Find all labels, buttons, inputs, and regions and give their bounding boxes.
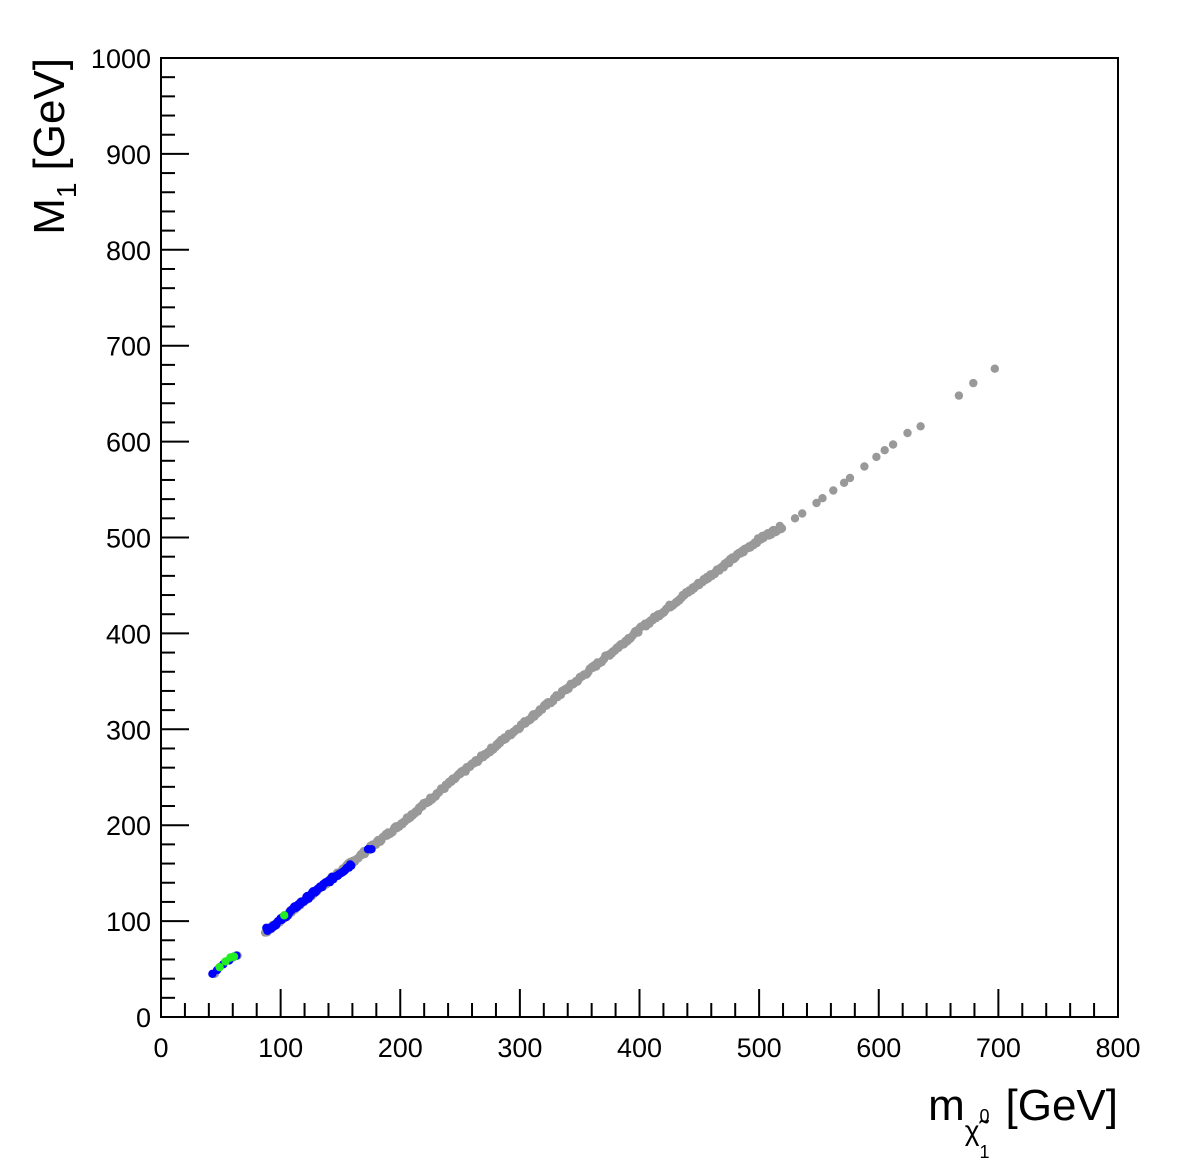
x-tick-label: 400 [617,1033,662,1063]
x-axis-title: mχ̃0 1[GeV] [928,1081,1118,1162]
y-tick-label: 300 [106,715,151,745]
y-tick-label: 600 [106,428,151,458]
axis-ticks [160,57,1119,1018]
series-1-point [880,446,889,455]
series-1-point [990,364,999,373]
y-tick-label: 200 [106,811,151,841]
x-axis-title-symbol-sup: 0 [979,1106,989,1126]
series-1-point [954,391,964,400]
tick-labels: 0 100 200 300 400 500 600 700 800 0 100 200 300 400 50… [91,44,1141,1063]
y-tick-label: 100 [106,907,151,937]
series-1-point [916,422,925,431]
series-2-point [265,923,275,932]
series-1-point [839,478,849,487]
y-axis-title: M1 [GeV] [25,58,82,235]
y-axis-title-base: M [25,198,74,235]
series-1-point [969,378,978,388]
series-1-point [903,428,912,438]
x-tick-label: 100 [258,1033,303,1063]
x-tick-label: 300 [497,1033,542,1063]
series-1-point [790,514,800,523]
series-1-point [860,462,869,471]
x-axis-title-unit: [GeV] [1006,1081,1119,1130]
x-tick-label: 0 [153,1033,168,1063]
y-tick-label: 0 [136,1003,151,1033]
plot-frame [160,57,1119,1018]
x-tick-label: 500 [737,1033,782,1063]
data-points [208,364,999,978]
x-tick-label: 700 [976,1033,1021,1063]
series-1-point [829,486,838,495]
series-3-point [215,962,224,972]
series-1-point [888,440,898,449]
y-axis-title-unit: [GeV] [25,58,74,171]
y-tick-label: 1000 [91,44,151,74]
y-tick-label: 900 [106,140,151,170]
x-axis-title-symbol-sub: 1 [979,1142,989,1162]
y-axis-title-sub: 1 [51,183,82,199]
x-axis-title-base: m [928,1081,965,1130]
series-3-point [229,952,239,961]
series-1-point [818,494,827,503]
series-1-point [777,524,787,533]
y-tick-label: 700 [106,332,151,362]
x-tick-label: 800 [1095,1033,1140,1063]
series-1-point [845,473,855,483]
series-2-point [347,861,356,870]
series-1-point [798,509,807,518]
y-tick-label: 400 [106,619,151,649]
x-tick-label: 600 [856,1033,901,1063]
y-tick-label: 800 [106,236,151,266]
series-1-point [812,498,821,508]
series-3-point [280,911,289,920]
x-tick-label: 200 [378,1033,423,1063]
series-1-point [872,452,881,462]
y-tick-label: 500 [106,524,151,554]
series-2-point [367,845,376,854]
